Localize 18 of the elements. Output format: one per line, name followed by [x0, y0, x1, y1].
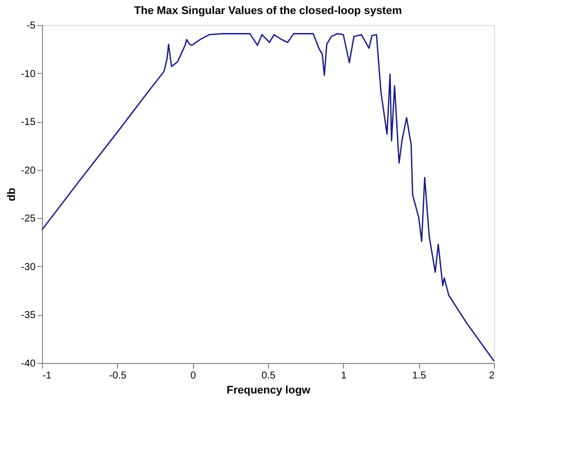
chart-title: The Max Singular Values of the closed-loop system	[134, 5, 402, 17]
y-tick-label: -25	[21, 214, 36, 225]
x-tick-label: 1	[341, 370, 348, 382]
x-tick-label: -1	[42, 370, 52, 382]
y-tick-label: -15	[21, 117, 36, 128]
x-axis-title: Frequency logw	[226, 384, 311, 396]
x-tick-label: 0.5	[262, 370, 276, 382]
y-tick-label: -10	[21, 68, 36, 80]
x-tick-label: 0	[190, 370, 196, 382]
y-tick-label: -20	[21, 165, 36, 176]
y-tick-label: -30	[21, 262, 36, 273]
y-axis-title: db	[6, 188, 18, 202]
x-tick-label: -0.5	[109, 370, 127, 382]
y-tick-label: -35	[21, 310, 36, 322]
x-tick-label: 1.5	[412, 370, 427, 382]
x-tick-label: 2	[488, 370, 495, 382]
y-tick-label: -40	[21, 358, 36, 370]
y-tick-label: -5	[26, 20, 36, 32]
